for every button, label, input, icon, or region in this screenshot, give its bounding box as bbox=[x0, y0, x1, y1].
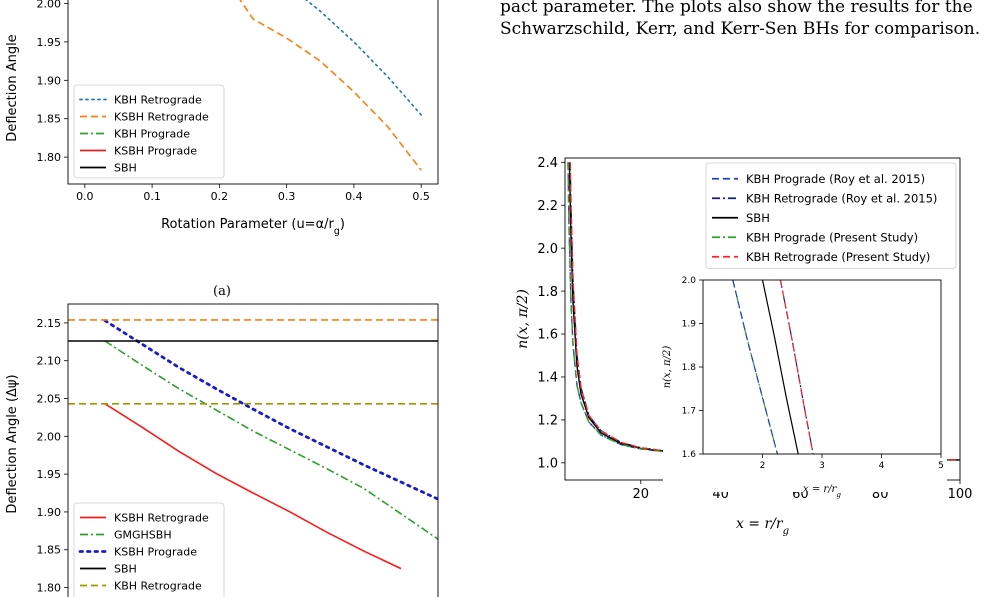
legend-label: KSBH Retrograde bbox=[114, 110, 209, 123]
y-tick-label: 1.2 bbox=[537, 414, 558, 429]
legend-label: KSBH Prograde bbox=[114, 144, 197, 157]
legend-label: SBH bbox=[114, 161, 137, 174]
y-tick-label: 2.00 bbox=[37, 430, 62, 443]
paragraph-line-1: pact parameter. The plots also show the … bbox=[500, 0, 973, 17]
y-axis-label: n(x, π/2) bbox=[515, 289, 531, 349]
x-tick-label: 4 bbox=[879, 461, 885, 471]
plot-a-frame bbox=[67, 0, 439, 185]
y-tick-label: 1.90 bbox=[37, 506, 62, 519]
legend-label: KBH Retrograde (Present Study) bbox=[746, 250, 930, 264]
x-tick-label: 100 bbox=[948, 487, 973, 502]
y-tick-label: 2.4 bbox=[537, 156, 558, 171]
y-tick-label: 1.6 bbox=[682, 450, 697, 460]
y-tick-label: 1.85 bbox=[37, 113, 62, 126]
y-tick-label: 2.10 bbox=[37, 355, 62, 368]
legend-label: KBH Retrograde bbox=[114, 93, 202, 106]
y-tick-label: 2.0 bbox=[537, 242, 558, 257]
y-tick-label: 1.7 bbox=[682, 407, 696, 417]
y-tick-label: 2.2 bbox=[537, 199, 558, 214]
series-line-2 bbox=[239, 0, 422, 171]
y-tick-label: 1.85 bbox=[37, 544, 62, 557]
series-line-1 bbox=[304, 0, 423, 116]
legend: KBH Retrograde KSBH Retrograde KBH Prograd… bbox=[73, 84, 225, 179]
x-tick-label: 20 bbox=[633, 487, 650, 502]
series-line-2 bbox=[104, 340, 438, 540]
y-tick-label: 1.80 bbox=[37, 581, 62, 594]
legend-frame bbox=[73, 502, 225, 597]
legend-label: KBH Prograde (Roy et al. 2015) bbox=[746, 172, 925, 186]
y-tick-label: 1.9 bbox=[682, 320, 697, 330]
y-axis-label: Deflection Angle bbox=[5, 34, 20, 141]
paragraph-line-2: Schwarzschild, Kerr, and Kerr-Sen BHs fo… bbox=[500, 19, 981, 39]
plot-b-frame bbox=[67, 303, 439, 597]
plot-a-series bbox=[239, 0, 423, 171]
series-line-2 bbox=[732, 280, 778, 454]
legend-label: GMGHSBH bbox=[114, 528, 172, 541]
y-tick-label: 1.6 bbox=[537, 328, 558, 343]
x-tick-label: 0.2 bbox=[211, 190, 229, 203]
x-tick-label: 0.4 bbox=[345, 190, 363, 203]
inset-y-axis-label: n(x, π/2) bbox=[662, 346, 673, 389]
y-tick-label: 2.05 bbox=[37, 392, 62, 405]
x-axis-label: Rotation Parameter (u=α/rg) bbox=[161, 217, 345, 237]
legend-label: KBH Retrograde bbox=[114, 579, 202, 592]
legend-label: SBH bbox=[114, 562, 137, 575]
legend-label: KSBH Prograde bbox=[114, 545, 197, 558]
y-tick-label: 1.4 bbox=[537, 371, 558, 386]
legend-frame bbox=[705, 162, 957, 269]
x-tick-label: 0.0 bbox=[76, 190, 94, 203]
series-line-1 bbox=[104, 403, 402, 570]
y-tick-label: 1.8 bbox=[537, 285, 558, 300]
y-tick-label: 1.95 bbox=[37, 468, 62, 481]
legend-label: KBH Prograde bbox=[114, 127, 190, 140]
y-tick-label: 1.95 bbox=[37, 36, 62, 49]
y-tick-label: 1.0 bbox=[537, 457, 558, 472]
y-tick-label: 2.00 bbox=[37, 0, 62, 10]
plot-a: 1.80 1.85 1.90 1.95 2.00 0.0 0.1 0.2 0.3 0.4 0.5 Ro… bbox=[5, 0, 439, 237]
paragraph-text: pact parameter. The plots also show the … bbox=[500, 0, 998, 40]
legend-frame bbox=[73, 84, 225, 179]
plot-b: 1.80 1.85 1.90 1.95 2.00 2.05 2.10 2.15 Deflecti… bbox=[5, 303, 439, 597]
x-tick-label: 2 bbox=[760, 461, 766, 471]
x-tick-label: 3 bbox=[819, 461, 825, 471]
plot-c-inset-series bbox=[732, 280, 814, 454]
plot-b-series bbox=[68, 319, 438, 570]
x-tick-label: 0.3 bbox=[278, 190, 296, 203]
legend-label: KBH Prograde (Present Study) bbox=[746, 230, 918, 244]
y-tick-label: 1.8 bbox=[682, 363, 697, 373]
legend: KSBH Retrograde GMGHSBH KSBH Prograde SBH KB… bbox=[73, 502, 225, 597]
x-tick-label: 0.5 bbox=[412, 190, 430, 203]
legend-label: KBH Retrograde (Roy et al. 2015) bbox=[746, 191, 937, 205]
series-line-3 bbox=[761, 280, 799, 454]
legend-label: KSBH Retrograde bbox=[114, 511, 209, 524]
y-tick-label: 1.90 bbox=[37, 74, 62, 87]
plot-c-inset: 1.6 1.7 1.8 1.9 2.0 2 3 4 5 x = r/rg n(x, π/2) bbox=[662, 276, 944, 498]
x-axis-label: x = r/rg bbox=[736, 516, 790, 537]
x-tick-label: 0.1 bbox=[143, 190, 161, 203]
inset-background bbox=[663, 276, 947, 492]
series-line-3 bbox=[103, 319, 438, 501]
legend: KBH Prograde (Roy et al. 2015) KBH Retrog… bbox=[705, 162, 957, 269]
y-tick-label: 1.80 bbox=[37, 151, 62, 164]
y-axis-label: Deflection Angle (Δψ) bbox=[5, 374, 20, 513]
y-tick-label: 2.0 bbox=[682, 276, 697, 286]
inset-x-axis-label: x = r/rg bbox=[803, 484, 841, 499]
figure-caption-a: (a) bbox=[213, 284, 231, 299]
legend-label: SBH bbox=[746, 211, 770, 225]
x-tick-label: 5 bbox=[938, 461, 944, 471]
y-tick-label: 2.15 bbox=[37, 317, 62, 330]
